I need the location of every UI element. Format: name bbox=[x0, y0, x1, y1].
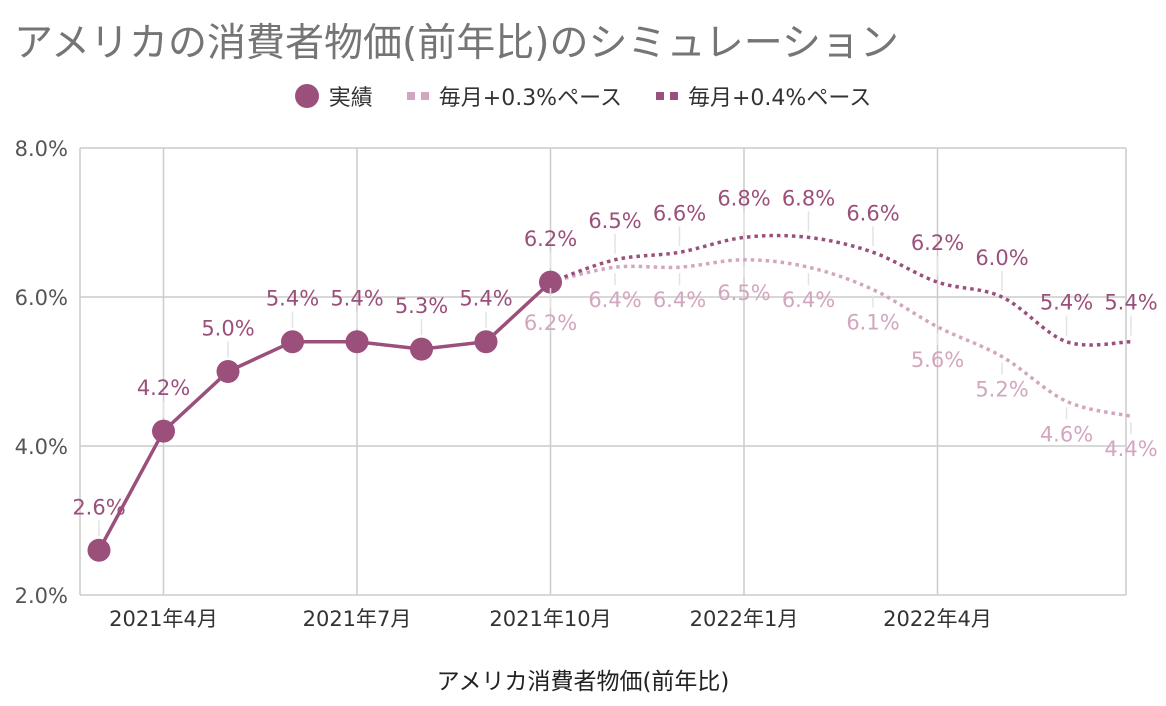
data-label-sim03: 4.4% bbox=[1104, 437, 1157, 461]
data-label-sim03: 6.4% bbox=[782, 288, 835, 312]
data-label-actual: 2.6% bbox=[72, 495, 125, 519]
data-label-sim04: 5.4% bbox=[1104, 291, 1157, 315]
data-point-actual bbox=[539, 270, 562, 294]
legend-item-actual[interactable]: 実績 bbox=[294, 80, 373, 112]
y-tick-label: 4.0% bbox=[15, 435, 68, 459]
legend: 実績 毎月+0.3%ペース 毎月+0.4%ペース bbox=[0, 80, 1166, 112]
data-point-actual bbox=[216, 360, 240, 383]
data-label-actual: 4.2% bbox=[137, 376, 190, 400]
legend-marker-sim03 bbox=[406, 92, 429, 100]
data-point-actual bbox=[281, 330, 304, 354]
data-label-actual: 5.4% bbox=[330, 287, 383, 311]
x-tick-label: 2021年7月 bbox=[303, 607, 412, 631]
data-label-sim03: 6.1% bbox=[846, 311, 899, 335]
data-label-sim03: 4.6% bbox=[1040, 422, 1093, 446]
data-label-actual: 5.4% bbox=[266, 287, 319, 311]
data-label-sim03: 6.4% bbox=[588, 288, 641, 312]
legend-label-sim04: 毎月+0.4%ペース bbox=[688, 86, 872, 111]
x-tick-label: 2021年10月 bbox=[489, 607, 611, 631]
data-label-sim04: 6.8% bbox=[717, 186, 770, 210]
data-label-actual: 6.2% bbox=[524, 227, 577, 251]
data-label-actual: 5.3% bbox=[395, 294, 448, 318]
data-label-actual: 5.4% bbox=[459, 287, 512, 311]
x-axis-title: アメリカ消費者物価(前年比) bbox=[436, 669, 730, 695]
y-tick-label: 8.0% bbox=[15, 137, 68, 161]
data-label-sim03: 6.2% bbox=[524, 311, 577, 335]
data-label-actual: 5.0% bbox=[201, 317, 254, 341]
data-point-actual bbox=[87, 538, 111, 562]
legend-label-sim03: 毎月+0.3%ペース bbox=[438, 86, 622, 111]
data-point-actual bbox=[152, 419, 175, 443]
x-tick-label: 2021年4月 bbox=[109, 607, 218, 631]
y-tick-label: 2.0% bbox=[15, 584, 68, 608]
data-label-sim04: 6.2% bbox=[911, 231, 964, 255]
legend-marker-actual bbox=[294, 84, 319, 108]
data-label-sim04: 6.8% bbox=[782, 186, 835, 210]
x-tick-label: 2022年4月 bbox=[883, 607, 992, 631]
series-line-actual bbox=[97, 280, 552, 552]
legend-marker-sim04 bbox=[656, 92, 678, 100]
data-label-sim04: 6.6% bbox=[653, 201, 706, 225]
data-label-sim03: 5.6% bbox=[911, 348, 964, 372]
data-point-actual bbox=[410, 337, 433, 361]
data-label-sim04: 6.0% bbox=[975, 246, 1028, 270]
data-label-sim03: 5.2% bbox=[975, 378, 1028, 402]
y-tick-label: 6.0% bbox=[15, 286, 68, 310]
data-point-actual bbox=[474, 330, 498, 354]
data-label-sim04: 6.6% bbox=[846, 201, 899, 225]
data-point-actual bbox=[345, 330, 369, 354]
data-label-sim04: 6.5% bbox=[588, 209, 641, 233]
data-label-sim03: 6.5% bbox=[717, 281, 770, 305]
legend-item-sim03[interactable]: 毎月+0.3%ペース bbox=[406, 80, 622, 112]
chart-title: アメリカの消費者物価(前年比)のシミュレーション bbox=[14, 21, 899, 66]
legend-label-actual: 実績 bbox=[328, 86, 373, 111]
legend-item-sim04[interactable]: 毎月+0.4%ペース bbox=[656, 80, 871, 112]
x-tick-label: 2022年1月 bbox=[690, 607, 799, 631]
data-label-sim03: 6.4% bbox=[653, 288, 706, 312]
series-line-sim04 bbox=[549, 233, 1132, 347]
series-line-sim03 bbox=[550, 257, 1132, 418]
data-label-sim04: 5.4% bbox=[1040, 291, 1093, 315]
